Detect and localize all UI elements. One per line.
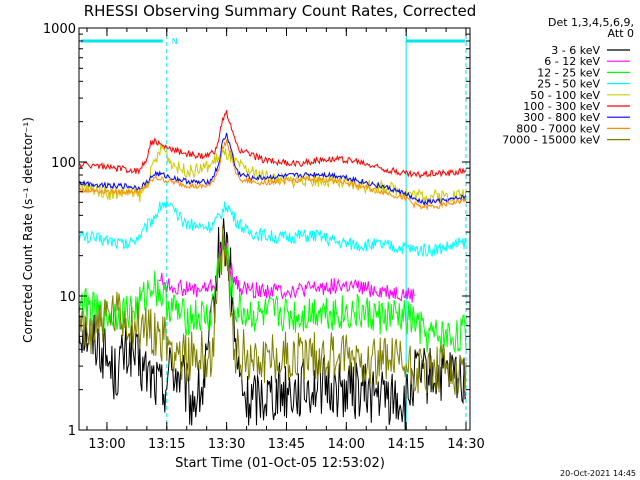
x-ticks: 13:00 13:15 13:30 13:45 14:00 14:15 14:30 bbox=[86, 28, 485, 452]
x-tick-label: 13:30 bbox=[208, 437, 245, 452]
plot-frame bbox=[78, 27, 471, 431]
series-line bbox=[78, 110, 466, 179]
night-annotation: N bbox=[172, 37, 178, 46]
y-tick-label: 10 bbox=[59, 290, 76, 305]
legend-label: 25 - 50 keV bbox=[537, 78, 600, 91]
legend-label: 800 - 7000 keV bbox=[516, 122, 600, 135]
y-tick-label: 100 bbox=[51, 156, 76, 171]
legend-label: 6 - 12 keV bbox=[544, 55, 600, 68]
legend-header: Att 0 bbox=[608, 27, 634, 40]
legend-label: 50 - 100 keV bbox=[530, 89, 600, 102]
legend-header: Det 1,3,4,5,6,9, bbox=[548, 16, 634, 29]
series-line bbox=[158, 239, 415, 303]
legend-label: 3 - 6 keV bbox=[551, 44, 600, 57]
x-tick-label: 13:15 bbox=[148, 437, 185, 452]
night-markers: N bbox=[80, 28, 467, 430]
svg-text:Corrected Count Rate (s⁻¹ dete: Corrected Count Rate (s⁻¹ detector⁻¹) bbox=[21, 117, 35, 343]
series-line bbox=[78, 143, 467, 203]
y-ticks: 1 10 100 1000 bbox=[43, 22, 470, 439]
y-axis-label: Corrected Count Rate (s⁻¹ detector⁻¹) bbox=[21, 117, 35, 343]
x-tick-label: 14:30 bbox=[447, 437, 484, 452]
legend-label: 300 - 800 keV bbox=[523, 111, 600, 124]
x-tick-label: 14:15 bbox=[387, 437, 424, 452]
series-line bbox=[78, 139, 467, 212]
series-line bbox=[78, 238, 467, 354]
chart-title: RHESSI Observing Summary Count Rates, Co… bbox=[84, 2, 477, 20]
series-line bbox=[78, 226, 467, 395]
x-tick-label: 13:45 bbox=[268, 437, 305, 452]
y-tick-label: 1 bbox=[68, 424, 76, 439]
series-group bbox=[78, 110, 467, 430]
x-axis-label: Start Time (01-Oct-05 12:53:02) bbox=[175, 456, 385, 471]
series-line bbox=[78, 200, 467, 258]
legend-label: 12 - 25 keV bbox=[537, 66, 600, 79]
series-line bbox=[78, 132, 467, 207]
x-tick-label: 13:00 bbox=[88, 437, 125, 452]
series-line bbox=[78, 218, 467, 430]
x-tick-label: 14:00 bbox=[328, 437, 365, 452]
legend-label: 7000 - 15000 keV bbox=[502, 134, 600, 147]
footer-date: 20-Oct-2021 14:45 bbox=[560, 469, 636, 478]
legend-label: 100 - 300 keV bbox=[523, 100, 600, 113]
y-tick-label: 1000 bbox=[43, 22, 76, 37]
